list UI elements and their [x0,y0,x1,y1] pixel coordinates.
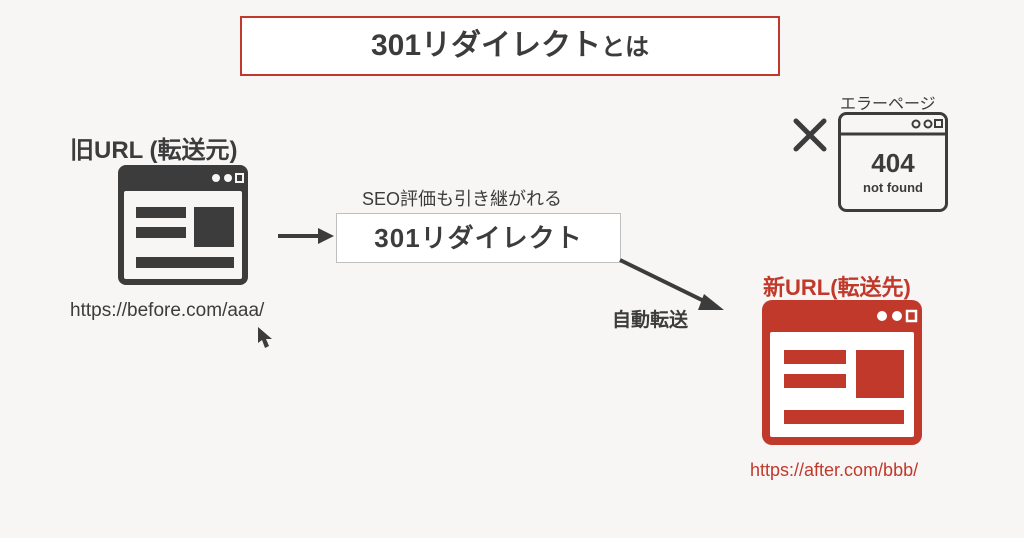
arrow-left [276,224,336,248]
cursor-icon [250,325,278,355]
error-code: 404 [838,148,948,179]
error-msg: not found [838,180,948,195]
new-url-label: 新URL(転送先) [763,270,911,302]
title-suffix-text: とは [601,34,649,61]
new-url-text: https://after.com/bbb/ [750,460,918,481]
old-browser-icon [118,165,248,285]
redirect-box-text: 301リダイレクト [374,223,582,253]
old-url-text: https://before.com/aaa/ [70,300,264,322]
error-caption: エラーページ [840,90,936,114]
auto-transfer-label: 自動転送 [612,305,688,332]
new-browser-icon [762,300,922,445]
x-icon [790,115,830,155]
title-main-text: 301リダイレクト [371,29,601,62]
old-url-label: 旧URL (転送元) [70,130,238,165]
redirect-box: 301リダイレクト [336,213,621,263]
title-box: 301リダイレクトとは [240,16,780,76]
seo-caption: SEO評価も引き継がれる [362,185,562,211]
